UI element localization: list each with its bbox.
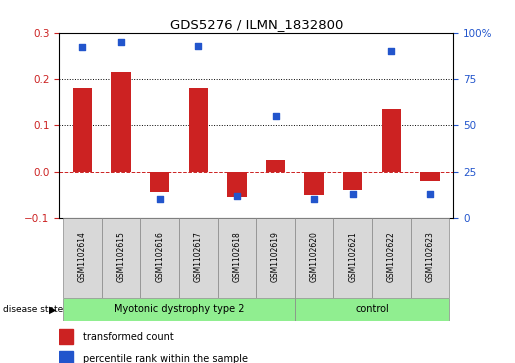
Text: GSM1102616: GSM1102616 <box>155 231 164 282</box>
Bar <box>304 171 324 195</box>
Bar <box>150 171 169 192</box>
Bar <box>382 109 401 171</box>
Text: percentile rank within the sample: percentile rank within the sample <box>83 354 248 363</box>
Bar <box>227 171 247 197</box>
Text: Myotonic dystrophy type 2: Myotonic dystrophy type 2 <box>114 305 244 314</box>
Text: GSM1102620: GSM1102620 <box>310 231 319 282</box>
Point <box>156 196 164 202</box>
Bar <box>111 72 131 171</box>
Bar <box>217 218 256 298</box>
Bar <box>63 298 295 321</box>
Title: GDS5276 / ILMN_1832800: GDS5276 / ILMN_1832800 <box>169 19 343 32</box>
Point <box>194 43 202 49</box>
Point <box>233 193 241 199</box>
Point <box>78 45 87 50</box>
Bar <box>140 218 179 298</box>
Text: GSM1102615: GSM1102615 <box>116 231 126 282</box>
Bar <box>59 351 73 363</box>
Point <box>271 113 280 119</box>
Bar <box>59 329 73 344</box>
Bar <box>295 218 334 298</box>
Text: control: control <box>355 305 389 314</box>
Text: GSM1102619: GSM1102619 <box>271 231 280 282</box>
Bar <box>73 88 92 171</box>
Text: GSM1102618: GSM1102618 <box>232 231 242 282</box>
Bar <box>179 218 217 298</box>
Text: GSM1102617: GSM1102617 <box>194 231 203 282</box>
Text: GSM1102623: GSM1102623 <box>425 231 435 282</box>
Point <box>387 48 396 54</box>
Bar <box>256 218 295 298</box>
Bar <box>266 160 285 171</box>
Text: transformed count: transformed count <box>83 332 174 342</box>
Bar <box>420 171 440 181</box>
Bar <box>334 218 372 298</box>
Text: disease state: disease state <box>3 305 63 314</box>
Text: GSM1102622: GSM1102622 <box>387 231 396 282</box>
Bar <box>372 218 410 298</box>
Bar <box>102 218 140 298</box>
Text: GSM1102621: GSM1102621 <box>348 231 357 282</box>
Point <box>349 191 357 197</box>
Bar <box>63 218 102 298</box>
Bar <box>295 298 449 321</box>
Point <box>310 196 318 202</box>
Bar <box>410 218 449 298</box>
Text: ▶: ▶ <box>49 305 57 314</box>
Text: GSM1102614: GSM1102614 <box>78 231 87 282</box>
Point <box>117 39 125 45</box>
Bar <box>188 88 208 171</box>
Point <box>426 191 434 197</box>
Bar <box>343 171 363 190</box>
